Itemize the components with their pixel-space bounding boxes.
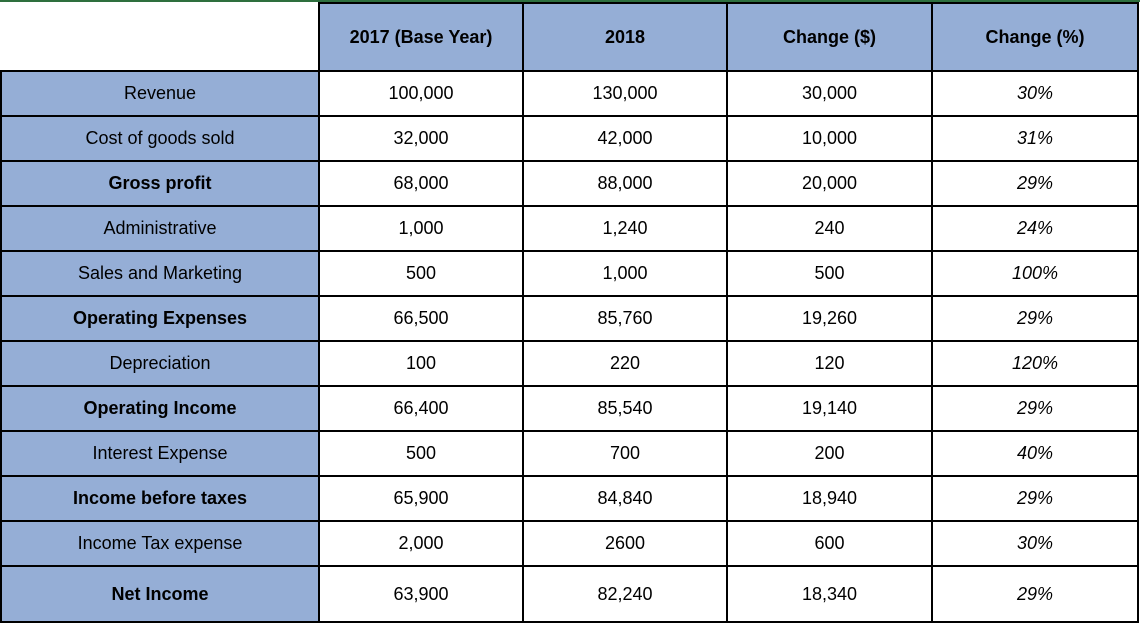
row-label: Operating Expenses (0, 295, 320, 342)
row-label: Administrative (0, 205, 320, 252)
change-percent-cell: 30% (931, 70, 1139, 117)
change-dollar-cell: 20,000 (726, 160, 933, 207)
header-row: 2017 (Base Year) 2018 Change ($) Change … (0, 2, 1139, 72)
row-label: Gross profit (0, 160, 320, 207)
value-2017-cell: 63,900 (318, 565, 524, 623)
row-label: Net Income (0, 565, 320, 623)
table-row: Income Tax expense 2,000 2600 600 30% (0, 520, 1139, 567)
value-2017-cell: 32,000 (318, 115, 524, 162)
change-percent-cell: 29% (931, 160, 1139, 207)
value-2018-cell: 700 (522, 430, 728, 477)
change-dollar-cell: 18,340 (726, 565, 933, 623)
value-2018-cell: 82,240 (522, 565, 728, 623)
change-dollar-cell: 500 (726, 250, 933, 297)
change-percent-cell: 31% (931, 115, 1139, 162)
row-label: Sales and Marketing (0, 250, 320, 297)
value-2018-cell: 85,540 (522, 385, 728, 432)
table-row: Gross profit 68,000 88,000 20,000 29% (0, 160, 1139, 207)
value-2017-cell: 500 (318, 430, 524, 477)
change-percent-cell: 29% (931, 295, 1139, 342)
value-2018-cell: 1,000 (522, 250, 728, 297)
change-percent-cell: 120% (931, 340, 1139, 387)
column-header-2017: 2017 (Base Year) (318, 2, 524, 72)
table-row: Administrative 1,000 1,240 240 24% (0, 205, 1139, 252)
change-percent-cell: 100% (931, 250, 1139, 297)
row-label: Operating Income (0, 385, 320, 432)
value-2018-cell: 130,000 (522, 70, 728, 117)
value-2017-cell: 66,500 (318, 295, 524, 342)
row-label: Cost of goods sold (0, 115, 320, 162)
table-row: Interest Expense 500 700 200 40% (0, 430, 1139, 477)
value-2017-cell: 66,400 (318, 385, 524, 432)
value-2017-cell: 1,000 (318, 205, 524, 252)
value-2018-cell: 220 (522, 340, 728, 387)
table-row: Cost of goods sold 32,000 42,000 10,000 31% (0, 115, 1139, 162)
row-label: Income Tax expense (0, 520, 320, 567)
change-dollar-cell: 19,140 (726, 385, 933, 432)
change-dollar-cell: 18,940 (726, 475, 933, 522)
value-2017-cell: 2,000 (318, 520, 524, 567)
change-percent-cell: 29% (931, 385, 1139, 432)
change-dollar-cell: 19,260 (726, 295, 933, 342)
change-percent-cell: 24% (931, 205, 1139, 252)
row-label: Revenue (0, 70, 320, 117)
change-dollar-cell: 600 (726, 520, 933, 567)
change-dollar-cell: 120 (726, 340, 933, 387)
row-label: Interest Expense (0, 430, 320, 477)
table-header: 2017 (Base Year) 2018 Change ($) Change … (0, 2, 1139, 72)
value-2017-cell: 500 (318, 250, 524, 297)
column-header-2018: 2018 (522, 2, 728, 72)
column-header-change-dollar: Change ($) (726, 2, 933, 72)
table-row: Income before taxes 65,900 84,840 18,940 29% (0, 475, 1139, 522)
value-2018-cell: 1,240 (522, 205, 728, 252)
table-row: Depreciation 100 220 120 120% (0, 340, 1139, 387)
value-2017-cell: 100 (318, 340, 524, 387)
value-2018-cell: 2600 (522, 520, 728, 567)
change-dollar-cell: 240 (726, 205, 933, 252)
table-row: Operating Expenses 66,500 85,760 19,260 29% (0, 295, 1139, 342)
change-percent-cell: 29% (931, 475, 1139, 522)
value-2018-cell: 42,000 (522, 115, 728, 162)
value-2017-cell: 68,000 (318, 160, 524, 207)
column-header-change-percent: Change (%) (931, 2, 1139, 72)
table-row: Operating Income 66,400 85,540 19,140 29% (0, 385, 1139, 432)
value-2018-cell: 85,760 (522, 295, 728, 342)
row-label: Income before taxes (0, 475, 320, 522)
change-percent-cell: 30% (931, 520, 1139, 567)
corner-cell (0, 2, 320, 72)
change-dollar-cell: 200 (726, 430, 933, 477)
row-label: Depreciation (0, 340, 320, 387)
table-row: Revenue 100,000 130,000 30,000 30% (0, 70, 1139, 117)
table-body: Revenue 100,000 130,000 30,000 30% Cost of go… (0, 70, 1139, 623)
value-2017-cell: 65,900 (318, 475, 524, 522)
table-row: Sales and Marketing 500 1,000 500 100% (0, 250, 1139, 297)
change-dollar-cell: 10,000 (726, 115, 933, 162)
change-percent-cell: 29% (931, 565, 1139, 623)
value-2018-cell: 88,000 (522, 160, 728, 207)
table-row: Net Income 63,900 82,240 18,340 29% (0, 565, 1139, 623)
value-2018-cell: 84,840 (522, 475, 728, 522)
change-percent-cell: 40% (931, 430, 1139, 477)
change-dollar-cell: 30,000 (726, 70, 933, 117)
value-2017-cell: 100,000 (318, 70, 524, 117)
